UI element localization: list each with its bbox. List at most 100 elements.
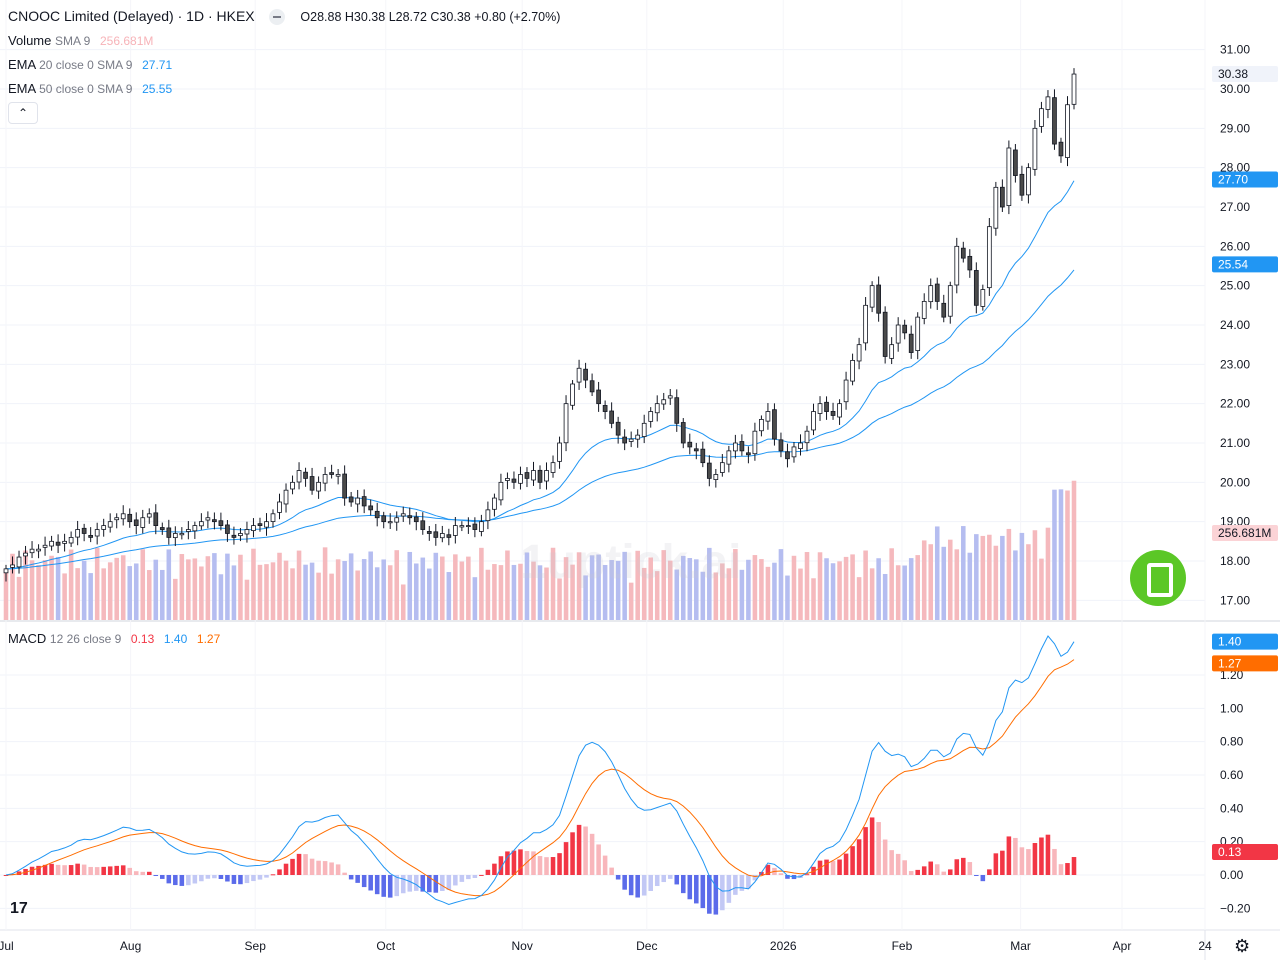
- candle-body: [661, 399, 667, 405]
- volume-bar: [199, 566, 204, 620]
- volume-bar: [453, 554, 458, 620]
- symbol-title[interactable]: CNOOC Limited (Delayed) · 1D · HKEX: [8, 8, 255, 24]
- macd-hist-bar: [700, 875, 706, 909]
- candle-body: [452, 525, 458, 536]
- candle-body: [954, 245, 960, 286]
- brand-logo-icon[interactable]: [1130, 550, 1186, 606]
- candle-body: [570, 383, 575, 406]
- volume-bar: [361, 559, 367, 620]
- candle-body: [511, 478, 517, 483]
- volume-bar: [459, 561, 465, 620]
- ema50-legend[interactable]: EMA 50 close 0 SMA 9 25.55: [8, 81, 172, 96]
- volume-value: 256.681M: [99, 34, 154, 48]
- ema50-params: 50 close 0 SMA 9: [39, 82, 133, 96]
- watermark: 1uptick.ai: [520, 536, 742, 589]
- ema20-legend[interactable]: EMA 20 close 0 SMA 9 27.71: [8, 57, 172, 72]
- candle-body: [993, 186, 999, 229]
- candle-body: [36, 548, 41, 552]
- macd-hist-bar: [537, 856, 543, 875]
- candle-body: [218, 520, 224, 526]
- macd-hist-bar: [277, 869, 282, 875]
- candle-body: [361, 496, 367, 507]
- candle-body: [277, 501, 282, 513]
- price-tick-label: 25.00: [1220, 279, 1250, 293]
- candle-body: [88, 535, 94, 538]
- price-tick-label: 17.00: [1220, 593, 1250, 607]
- volume-bar: [746, 559, 751, 620]
- macd-hist-bar: [882, 839, 888, 875]
- candle-body: [192, 525, 198, 532]
- macd-hist-bar: [160, 875, 165, 879]
- macd-hist-bar: [498, 856, 504, 875]
- macd-hist-bar: [778, 873, 784, 875]
- candle-body: [231, 534, 237, 538]
- macd-hist-bar: [1065, 863, 1070, 875]
- ema50-value: 25.55: [142, 82, 173, 96]
- macd-hist-bar: [785, 875, 790, 879]
- candle-body: [381, 515, 387, 523]
- macd-legend[interactable]: MACD 12 26 close 9 0.13 1.40 1.27: [8, 631, 220, 646]
- candle-body: [185, 529, 191, 532]
- collapse-legend-button[interactable]: ⌃: [8, 102, 38, 124]
- tradingview-logo[interactable]: 17: [10, 900, 28, 917]
- candle-body: [153, 512, 159, 527]
- candle-body: [159, 527, 165, 530]
- minus-icon[interactable]: [268, 9, 285, 26]
- candle-body: [583, 368, 588, 381]
- candle-body: [850, 359, 855, 382]
- candle-body: [485, 509, 491, 522]
- volume-bar: [179, 554, 185, 620]
- candle-body: [264, 521, 269, 528]
- candle-body: [342, 473, 347, 499]
- candle-body: [706, 462, 712, 479]
- volume-bar: [42, 560, 48, 620]
- candle-body: [505, 477, 510, 481]
- candle-body: [967, 255, 973, 271]
- macd-hist-bar: [16, 871, 22, 875]
- last-price-tag: 30.38: [1218, 67, 1248, 81]
- volume-bar: [94, 547, 100, 620]
- volume-bar: [55, 556, 61, 620]
- macd-hist-bar: [453, 875, 458, 886]
- volume-bar: [1058, 489, 1064, 620]
- gear-icon[interactable]: ⚙: [1234, 936, 1251, 956]
- candle-body: [68, 537, 74, 544]
- candle-body: [791, 446, 797, 458]
- volume-bar: [407, 551, 413, 620]
- macd-hist-bar: [739, 875, 745, 891]
- volume-bar: [667, 560, 673, 620]
- candle-body: [837, 403, 842, 418]
- macd-hist-bar: [667, 875, 673, 879]
- candle-body: [687, 441, 693, 448]
- candle-body: [531, 470, 536, 481]
- macd-hist-bar: [947, 869, 953, 875]
- macd-hist-bar: [348, 875, 354, 880]
- macd-hist-bar: [713, 875, 719, 915]
- macd-tick-label: 1.00: [1220, 701, 1244, 715]
- volume-bar: [485, 569, 491, 620]
- volume-legend[interactable]: Volume SMA 9 256.681M: [8, 33, 153, 48]
- macd-hist-bar: [166, 875, 172, 884]
- volume-bar: [557, 578, 562, 620]
- candle-body: [752, 430, 758, 455]
- volume-bar: [544, 567, 549, 620]
- volume-bar: [694, 559, 699, 620]
- candle-body: [915, 316, 921, 351]
- volume-bar: [830, 563, 836, 620]
- volume-bar: [29, 560, 35, 620]
- volume-bar: [472, 577, 478, 620]
- volume-bar: [192, 558, 198, 620]
- volume-bar: [1039, 558, 1044, 620]
- candle-body: [947, 285, 953, 317]
- candle-body: [283, 489, 289, 505]
- volume-bar: [114, 557, 119, 620]
- ema50-tag-bg: [1212, 256, 1278, 273]
- candle-body: [3, 568, 9, 574]
- candle-body: [934, 283, 940, 302]
- candle-body: [648, 411, 654, 422]
- macd-params: 12 26 close 9: [49, 632, 122, 646]
- macd-hist-bar: [746, 875, 751, 889]
- macd-tick-label: 1.20: [1220, 668, 1244, 682]
- macd-hist-bar: [869, 817, 875, 875]
